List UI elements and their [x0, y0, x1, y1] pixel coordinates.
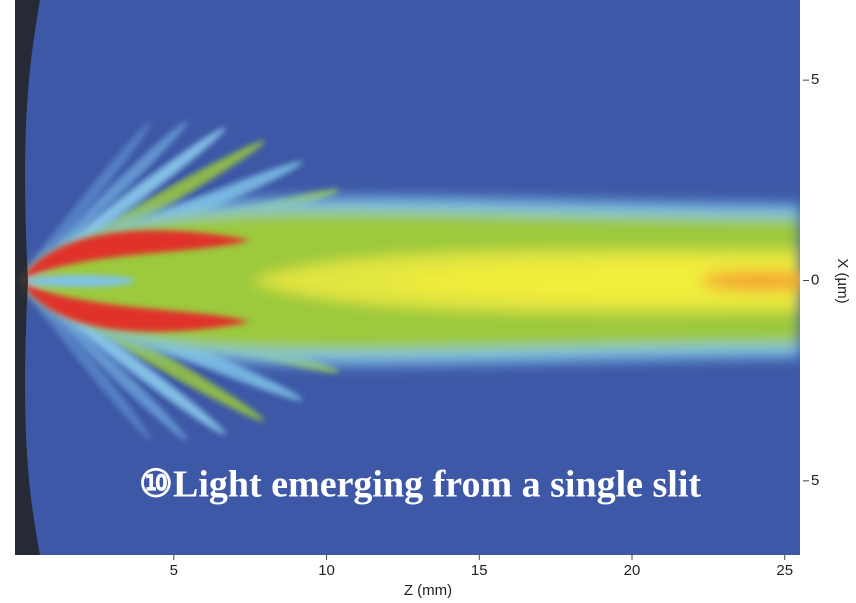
x-tick-label: 5: [170, 562, 178, 579]
y-axis-label: X (µm): [834, 258, 851, 303]
fringe: [21, 121, 188, 282]
annotation: ⑩Light emerging from a single slit: [139, 464, 701, 506]
y-tick-label: 5: [811, 71, 819, 88]
slit-edge: [15, 0, 40, 555]
axes: 5 10 15 20 25 5 0 5: [170, 71, 820, 579]
x-tick-label: 15: [471, 562, 488, 579]
x-tick-label: 25: [776, 562, 793, 579]
fringe: [21, 280, 188, 441]
x-tick-label: 10: [318, 562, 335, 579]
y-tick-label: 5: [811, 472, 819, 489]
fringe: [21, 121, 152, 282]
central-beam: [20, 197, 800, 365]
fringe: [21, 280, 152, 441]
x-tick-label: 20: [624, 562, 641, 579]
y-tick-label: 0: [811, 271, 819, 288]
field: [15, 0, 800, 555]
x-axis-label: Z (mm): [404, 582, 452, 599]
near-field-lobes: [20, 230, 250, 332]
